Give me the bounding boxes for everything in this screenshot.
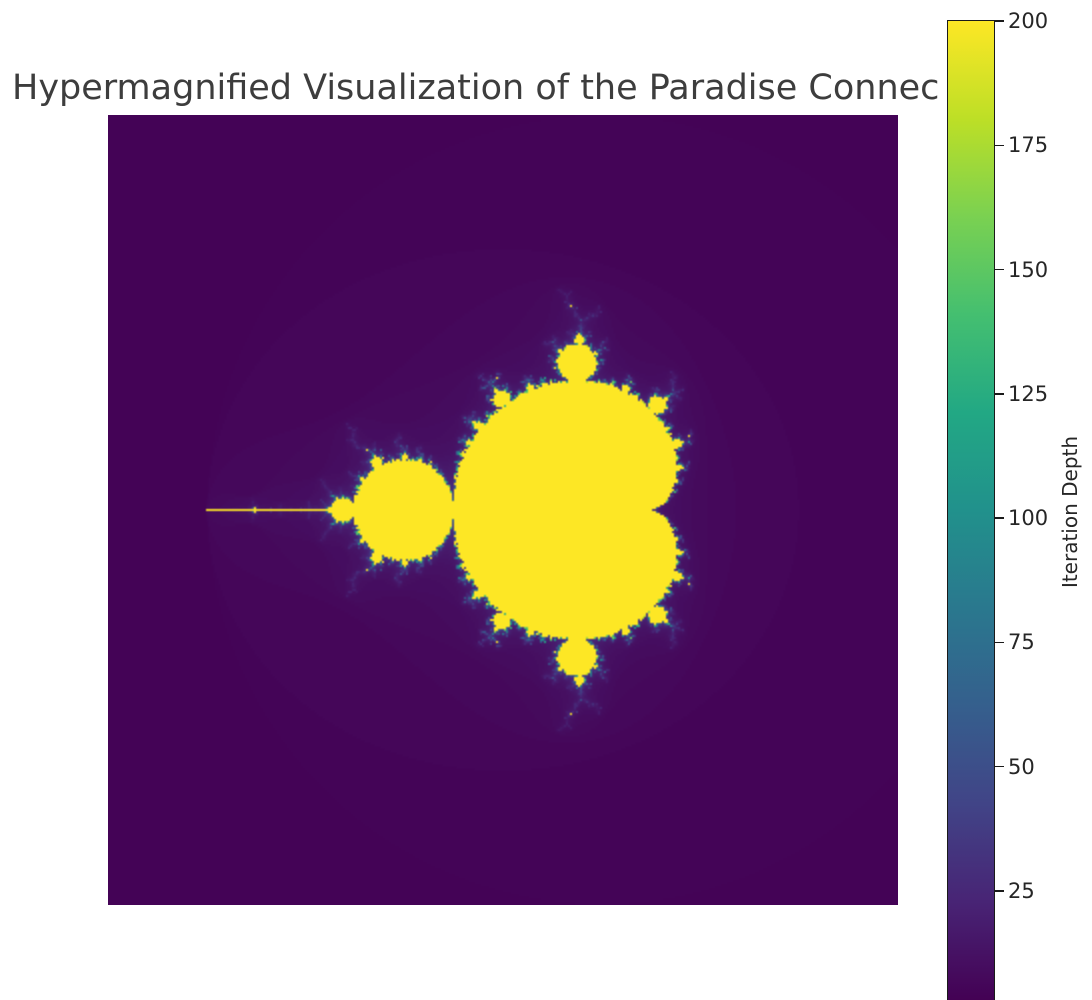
chart-title-container: Hypermagnified Visualization of the Para… xyxy=(0,62,943,118)
colorbar-tick-label: 200 xyxy=(1008,9,1049,33)
colorbar-label: Iteration Depth xyxy=(1058,435,1082,589)
colorbar-tick xyxy=(995,890,1004,892)
colorbar xyxy=(947,20,995,1000)
colorbar-tick-label: 25 xyxy=(1008,878,1035,903)
colorbar-tick-label: 50 xyxy=(1008,754,1035,779)
colorbar-tick-label: 125 xyxy=(1008,381,1049,406)
colorbar-tick-label: 175 xyxy=(1008,133,1049,158)
chart-title: Hypermagnified Visualization of the Para… xyxy=(12,68,940,108)
colorbar-tick xyxy=(995,393,1004,395)
fractal-heatmap xyxy=(108,115,898,905)
colorbar-tick-label: 150 xyxy=(1008,257,1049,282)
colorbar-tick-label: 75 xyxy=(1008,630,1035,655)
colorbar-tick-label: 100 xyxy=(1008,506,1049,530)
colorbar-tick xyxy=(995,268,1004,271)
colorbar-tick xyxy=(995,641,1004,643)
colorbar-tick xyxy=(995,144,1004,146)
colorbar-tick xyxy=(995,517,1004,519)
colorbar-tick xyxy=(995,20,1004,22)
colorbar-tick xyxy=(995,765,1004,768)
